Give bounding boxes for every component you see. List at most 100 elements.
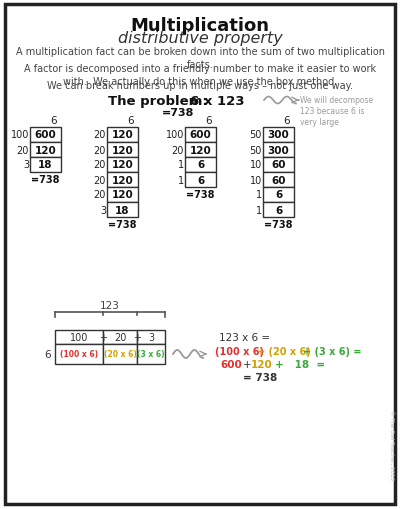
Bar — [263, 173, 294, 188]
Bar — [185, 158, 216, 173]
Bar — [263, 203, 294, 217]
Text: 120: 120 — [112, 160, 133, 170]
Text: 123: 123 — [100, 300, 120, 310]
Text: 6: 6 — [275, 190, 282, 200]
Text: 20: 20 — [172, 145, 184, 155]
Bar — [107, 203, 138, 217]
Bar — [55, 344, 103, 364]
Text: 3: 3 — [100, 205, 106, 215]
Text: 123 x 6 =: 123 x 6 = — [220, 332, 270, 343]
Text: 1: 1 — [256, 190, 262, 200]
Text: 300: 300 — [268, 145, 289, 155]
Text: 120: 120 — [112, 190, 133, 200]
Text: 18: 18 — [115, 205, 130, 215]
Text: 6: 6 — [283, 116, 290, 126]
Text: (100 x 6): (100 x 6) — [60, 350, 98, 359]
Bar — [55, 330, 103, 344]
Text: 300: 300 — [268, 130, 289, 140]
Text: 1: 1 — [178, 160, 184, 170]
Text: 6 x 123: 6 x 123 — [190, 95, 244, 108]
Text: distributive property: distributive property — [118, 31, 282, 46]
Text: 1: 1 — [178, 175, 184, 185]
Text: 6: 6 — [44, 349, 51, 359]
Text: 600: 600 — [35, 130, 56, 140]
Text: 20: 20 — [114, 332, 126, 343]
Text: 50: 50 — [250, 130, 262, 140]
Text: 120: 120 — [190, 145, 211, 155]
Bar — [185, 128, 216, 143]
Text: The problem:: The problem: — [108, 95, 212, 108]
Bar — [137, 344, 165, 364]
Bar — [107, 188, 138, 203]
Text: +: + — [99, 332, 107, 343]
Text: 600: 600 — [220, 359, 242, 369]
Bar — [107, 173, 138, 188]
Text: 20: 20 — [17, 145, 29, 155]
Bar — [263, 128, 294, 143]
Text: +: + — [243, 359, 252, 369]
Text: 20: 20 — [94, 190, 106, 200]
Text: =738: =738 — [31, 175, 60, 185]
Text: 6: 6 — [275, 205, 282, 215]
Text: +   18  =: + 18 = — [275, 359, 325, 369]
Text: 20: 20 — [94, 130, 106, 140]
Text: 6: 6 — [197, 160, 204, 170]
Text: +: + — [133, 332, 141, 343]
Text: 3: 3 — [23, 160, 29, 170]
Text: 60: 60 — [271, 175, 286, 185]
Bar — [263, 143, 294, 158]
Bar — [30, 158, 61, 173]
Text: 120: 120 — [112, 130, 133, 140]
Bar — [30, 128, 61, 143]
Bar — [107, 128, 138, 143]
Text: 50: 50 — [250, 145, 262, 155]
Text: A factor is decomposed into a friendly number to make it easier to work
with.  W: A factor is decomposed into a friendly n… — [24, 64, 376, 87]
Bar — [103, 344, 137, 364]
Text: = 738: = 738 — [243, 372, 277, 382]
Text: + (20 x 6): + (20 x 6) — [257, 346, 311, 356]
Text: 600: 600 — [190, 130, 211, 140]
Bar — [263, 158, 294, 173]
Text: 120: 120 — [251, 359, 273, 369]
Text: (3 x 6): (3 x 6) — [137, 350, 165, 359]
Text: 100: 100 — [70, 332, 88, 343]
Text: 10: 10 — [250, 160, 262, 170]
Bar — [263, 188, 294, 203]
Bar — [185, 143, 216, 158]
Text: A multiplication fact can be broken down into the sum of two multiplication
fact: A multiplication fact can be broken down… — [16, 47, 384, 70]
Text: 6: 6 — [127, 116, 134, 126]
Text: 6: 6 — [197, 175, 204, 185]
Text: 100: 100 — [166, 130, 184, 140]
Text: =738: =738 — [186, 190, 215, 200]
Text: + (3 x 6) =: + (3 x 6) = — [303, 346, 362, 356]
Text: 100: 100 — [11, 130, 29, 140]
Bar — [103, 330, 137, 344]
Bar — [185, 173, 216, 188]
Text: We will decompose
123 because 6 is
very large: We will decompose 123 because 6 is very … — [300, 96, 373, 127]
Bar — [30, 143, 61, 158]
Text: 60: 60 — [271, 160, 286, 170]
Text: 18: 18 — [38, 160, 53, 170]
Text: =738: =738 — [264, 219, 293, 230]
Text: 3: 3 — [148, 332, 154, 343]
Text: 120: 120 — [112, 175, 133, 185]
Text: 120: 120 — [112, 145, 133, 155]
Text: We can break numbers up in multiple ways – not just one way.: We can break numbers up in multiple ways… — [47, 81, 353, 91]
Text: 6: 6 — [205, 116, 212, 126]
Text: 120: 120 — [35, 145, 56, 155]
Bar — [137, 330, 165, 344]
Text: =738: =738 — [108, 219, 137, 230]
Text: 1: 1 — [256, 205, 262, 215]
Text: 6: 6 — [50, 116, 57, 126]
Text: Multiplication: Multiplication — [130, 17, 270, 35]
Text: 20: 20 — [94, 145, 106, 155]
Text: © The Owl Teacher, 2018: © The Owl Teacher, 2018 — [389, 409, 394, 479]
Text: =738: =738 — [162, 108, 194, 118]
Text: (100 x 6): (100 x 6) — [215, 346, 264, 356]
Bar — [107, 143, 138, 158]
Text: 20: 20 — [94, 160, 106, 170]
Text: 20: 20 — [94, 175, 106, 185]
Text: (20 x 6): (20 x 6) — [104, 350, 136, 359]
Text: 10: 10 — [250, 175, 262, 185]
Bar — [107, 158, 138, 173]
